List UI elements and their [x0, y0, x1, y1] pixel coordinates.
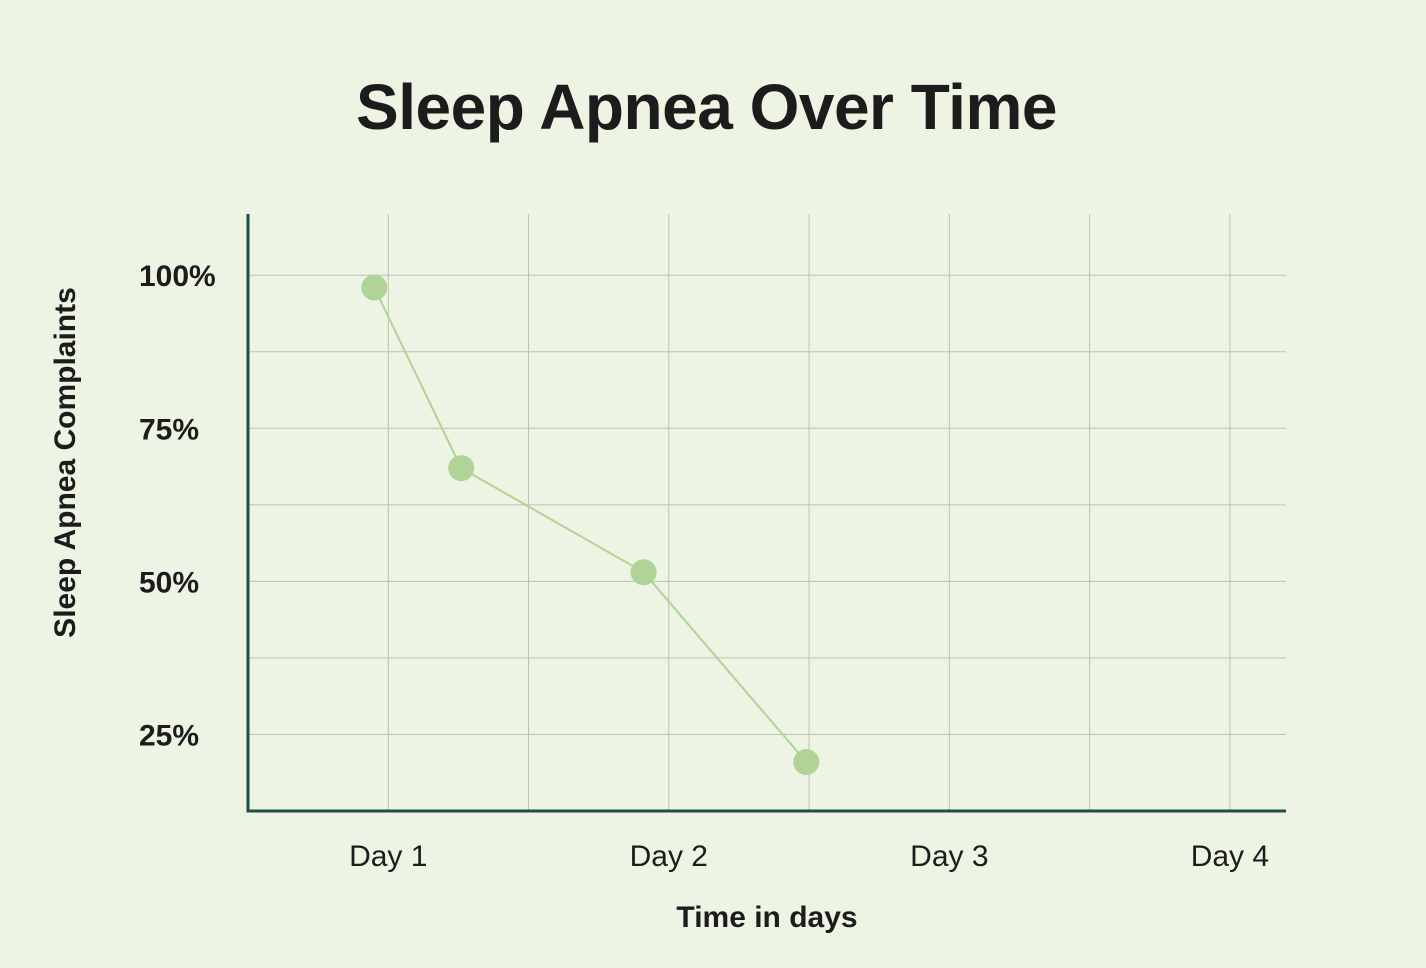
x-tick-label: Day 2 — [630, 840, 708, 873]
chart-title: Sleep Apnea Over Time — [356, 71, 1057, 143]
y-tick-label: 100% — [139, 260, 216, 293]
data-point — [630, 559, 657, 586]
data-point — [793, 749, 820, 776]
y-tick-label: 75% — [139, 413, 199, 446]
y-tick-label: 50% — [139, 566, 199, 599]
y-axis-title: Sleep Apnea Complaints — [49, 287, 82, 638]
x-axis-title: Time in days — [676, 901, 857, 934]
grid — [248, 214, 1286, 811]
data-series — [361, 274, 820, 776]
data-point — [361, 274, 388, 301]
y-tick-label: 25% — [139, 719, 199, 752]
data-point — [448, 455, 475, 482]
series-line — [373, 287, 808, 763]
axes — [246, 214, 1286, 813]
x-tick-label: Day 3 — [910, 840, 988, 873]
x-tick-label: Day 4 — [1191, 840, 1269, 873]
tick-labels: 25% 50% 75% 100% Day 1 Day 2 Day 3 Day 4 — [139, 260, 1269, 873]
x-tick-label: Day 1 — [349, 840, 427, 873]
